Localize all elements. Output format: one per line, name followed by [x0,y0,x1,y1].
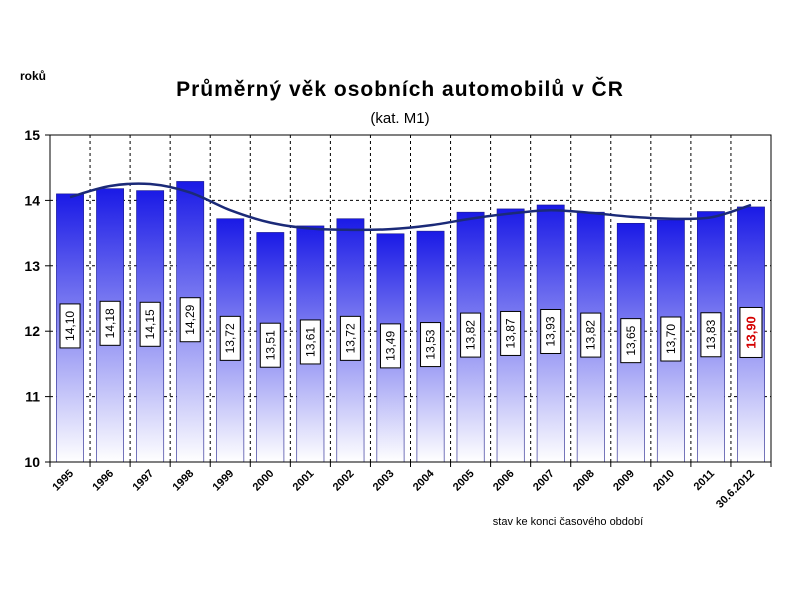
data-label-box [620,318,642,364]
y-unit-label: roků [20,69,46,83]
data-label: 13,61 [303,327,317,357]
x-tick-label: 1998 [171,468,197,494]
data-label: 13,82 [584,320,598,350]
x-tick-label: 2007 [531,468,557,494]
data-label-box [219,315,241,361]
x-tick-label: 2008 [571,468,597,494]
data-label: 13,65 [624,325,638,355]
chart-subtitle: (kat. M1) [370,110,429,127]
y-tick-label: 15 [24,127,40,143]
data-label: 13,93 [544,316,558,346]
x-tick-label: 1995 [50,468,76,494]
data-label: 13,49 [383,331,397,361]
y-tick-label: 11 [25,389,40,405]
data-label-box [540,308,562,354]
data-label-box [739,306,763,358]
x-tick-label: 2005 [451,468,477,494]
x-tick-label: 2004 [411,467,437,493]
y-tick-label: 13 [24,258,40,274]
data-label: 13,51 [263,330,277,360]
chart-title: Průměrný věk osobních automobilů v ČR [176,77,624,101]
data-label: 14,10 [63,311,77,341]
x-tick-label: 1997 [130,468,156,494]
x-tick-label: 2000 [251,468,277,494]
x-tick-label: 2006 [491,468,517,494]
data-label: 13,70 [664,324,678,354]
x-tick-label: 2002 [331,468,357,494]
data-label: 14,29 [183,304,197,334]
data-label: 13,53 [424,329,438,359]
data-label-box [660,316,682,362]
data-label-box [179,297,201,343]
data-label: 13,87 [504,318,518,348]
x-tick-label: 2003 [371,468,397,494]
data-label-box [580,312,602,358]
y-axis: 10 11 12 13 14 15 [24,127,50,470]
x-tick-label: 2009 [611,468,637,494]
data-label-box [500,310,522,356]
data-label: 14,18 [103,308,117,338]
x-tick-label: 30.6.2012 [714,468,757,511]
data-label: 13,72 [343,323,357,353]
trend-line [69,182,752,232]
data-label-box [379,323,401,369]
x-axis-label: stav ke konci časového období [493,516,643,528]
x-tick-label: 1996 [90,468,116,494]
x-tick-label: 2011 [692,468,717,493]
y-tick-label: 12 [24,323,40,339]
data-label-box [299,319,321,365]
data-label-box [59,303,81,349]
data-label-box [259,322,281,368]
data-label-box [420,322,442,368]
data-label: 13,82 [464,320,478,350]
data-label-box [339,315,361,361]
y-tick-label: 10 [24,454,40,470]
data-label: 13,90 [743,316,758,349]
x-tick-label: 2010 [651,468,677,494]
value-labels: 14,10 14,18 14,15 14,29 13,72 13,51 13,61 13,72… [59,297,763,369]
data-label-box [99,300,121,346]
data-label: 13,83 [704,319,718,349]
data-label-box [700,312,722,358]
x-axis: 1995 1996 1997 1998 1999 2000 2001 2002 2003 2004… [49,462,772,511]
data-label-box [139,301,161,347]
grid [50,135,771,462]
data-label: 13,72 [223,323,237,353]
data-label: 14,15 [143,309,157,339]
data-label-box [460,312,482,358]
x-tick-label: 1999 [211,468,237,494]
y-tick-label: 14 [24,192,40,208]
x-tick-label: 2001 [291,468,317,494]
